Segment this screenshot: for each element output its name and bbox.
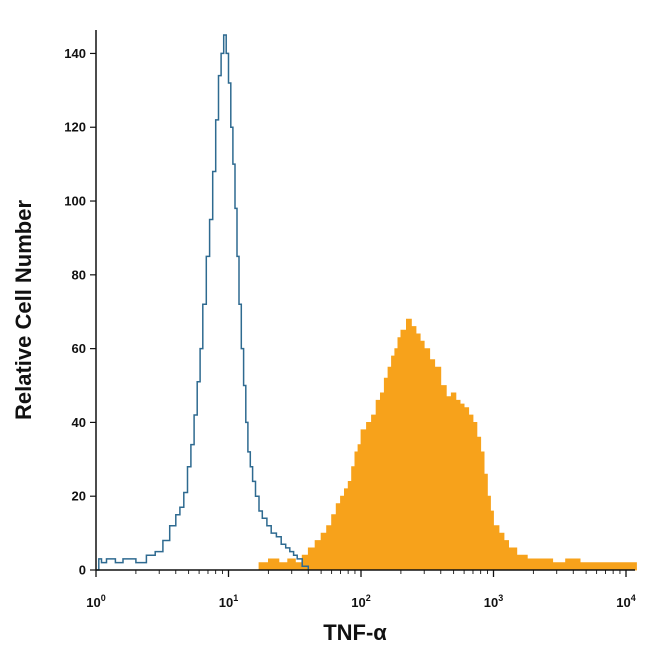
y-tick-label: 20 xyxy=(72,489,86,504)
x-tick-label: 100 xyxy=(86,593,105,610)
plot-area xyxy=(96,34,637,571)
y-axis-title: Relative Cell Number xyxy=(11,200,36,421)
y-ticks: 0 20 40 60 80 100 120 140 xyxy=(64,46,96,578)
x-tick-label: 104 xyxy=(616,593,635,610)
x-tick-label: 101 xyxy=(219,593,238,610)
y-tick-label: 140 xyxy=(64,46,86,61)
x-axis-title: TNF-α xyxy=(323,620,387,645)
y-tick-label: 60 xyxy=(72,341,86,356)
series-outline-histogram xyxy=(96,34,310,571)
y-tick-label: 40 xyxy=(72,415,86,430)
y-tick-label: 0 xyxy=(79,563,86,578)
y-tick-label: 120 xyxy=(64,120,86,135)
axes xyxy=(95,30,635,571)
x-tick-label: 103 xyxy=(484,593,503,610)
x-tick-label: 102 xyxy=(351,593,370,610)
y-tick-label: 80 xyxy=(72,267,86,282)
y-tick-label: 100 xyxy=(64,194,86,209)
series-filled-histogram xyxy=(251,318,637,571)
x-ticks: 100 101 102 103 104 xyxy=(86,570,636,610)
